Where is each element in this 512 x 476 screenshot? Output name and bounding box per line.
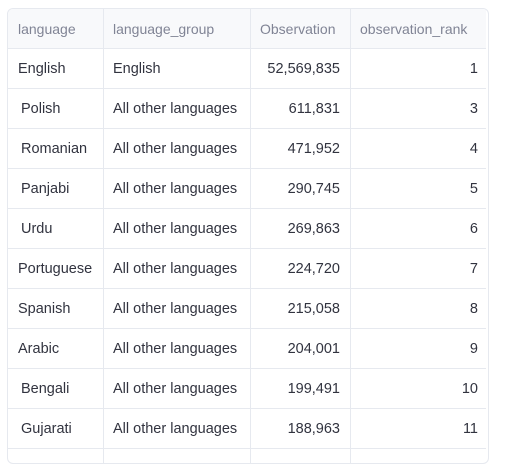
- cell-observation-rank[interactable]: 7: [469, 260, 478, 277]
- cell-language[interactable]: Spanish: [8, 289, 104, 328]
- cell-observation-rank[interactable]: 8: [469, 300, 478, 317]
- cell-language[interactable]: Romanian: [8, 129, 104, 168]
- cell-observation[interactable]: 290,745: [251, 169, 351, 208]
- cell-observation[interactable]: 204,001: [251, 329, 351, 368]
- cell-observation[interactable]: 199,491: [251, 369, 351, 408]
- cell-observation-rank[interactable]: 9: [469, 340, 478, 357]
- table-header-row: language language_group Observation obse…: [8, 9, 486, 49]
- cell-language[interactable]: Portuguese: [8, 249, 104, 288]
- cell-observation[interactable]: 52,569,835: [251, 49, 351, 88]
- column-header-observation[interactable]: Observation: [251, 9, 351, 48]
- cell-language-group[interactable]: All other languages: [104, 249, 251, 288]
- cell-observation-rank[interactable]: 6: [469, 220, 478, 237]
- table-row-partial: [8, 449, 486, 463]
- table-row: Portuguese All other languages 224,720 7: [8, 249, 486, 289]
- table-row: Polish All other languages 611,831 3: [8, 89, 486, 129]
- cell-language[interactable]: English: [8, 49, 104, 88]
- column-header-observation-rank[interactable]: observation_rank: [360, 20, 468, 37]
- cell-observation[interactable]: 224,720: [251, 249, 351, 288]
- cell-language[interactable]: Arabic: [8, 329, 104, 368]
- cell-observation-rank[interactable]: 10: [461, 380, 478, 397]
- cell-language[interactable]: Panjabi: [8, 169, 104, 208]
- cell-empty: [8, 449, 104, 463]
- table-row: Urdu All other languages 269,863 6: [8, 209, 486, 249]
- cell-observation-rank[interactable]: 11: [462, 420, 478, 437]
- table-row: English English 52,569,835 1: [8, 49, 486, 89]
- cell-observation-rank[interactable]: 5: [469, 180, 478, 197]
- table-grid: language language_group Observation obse…: [8, 9, 486, 463]
- cell-observation[interactable]: 471,952: [251, 129, 351, 168]
- cell-empty: [104, 449, 251, 463]
- table-row: Gujarati All other languages 188,963 11: [8, 409, 486, 449]
- table-row: Arabic All other languages 204,001 9: [8, 329, 486, 369]
- cell-language-group[interactable]: All other languages: [104, 329, 251, 368]
- cell-observation-rank[interactable]: 1: [469, 60, 478, 77]
- table-row: Spanish All other languages 215,058 8: [8, 289, 486, 329]
- cell-language-group[interactable]: All other languages: [104, 129, 251, 168]
- dataframe-table[interactable]: language language_group Observation obse…: [7, 8, 489, 464]
- cell-empty: [251, 449, 351, 463]
- table-row: Bengali All other languages 199,491 10: [8, 369, 486, 409]
- cell-language-group[interactable]: All other languages: [104, 169, 251, 208]
- cell-observation[interactable]: 215,058: [251, 289, 351, 328]
- column-header-language[interactable]: language: [8, 9, 104, 48]
- cell-empty: [351, 449, 486, 463]
- cell-language-group[interactable]: All other languages: [104, 409, 251, 448]
- cell-language-group[interactable]: English: [104, 49, 251, 88]
- cell-language-group[interactable]: All other languages: [104, 369, 251, 408]
- table-row: Panjabi All other languages 290,745 5: [8, 169, 486, 209]
- cell-language-group[interactable]: All other languages: [104, 289, 251, 328]
- table-row: Romanian All other languages 471,952 4: [8, 129, 486, 169]
- cell-language[interactable]: Urdu: [8, 209, 104, 248]
- cell-language[interactable]: Polish: [8, 89, 104, 128]
- cell-observation-rank[interactable]: 4: [469, 140, 478, 157]
- cell-observation[interactable]: 188,963: [251, 409, 351, 448]
- cell-language[interactable]: Gujarati: [8, 409, 104, 448]
- cell-language-group[interactable]: All other languages: [104, 89, 251, 128]
- column-header-language-group[interactable]: language_group: [104, 9, 251, 48]
- cell-language-group[interactable]: All other languages: [104, 209, 251, 248]
- cell-observation[interactable]: 269,863: [251, 209, 351, 248]
- cell-language[interactable]: Bengali: [8, 369, 104, 408]
- cell-observation[interactable]: 611,831: [251, 89, 351, 128]
- cell-observation-rank[interactable]: 3: [469, 100, 478, 117]
